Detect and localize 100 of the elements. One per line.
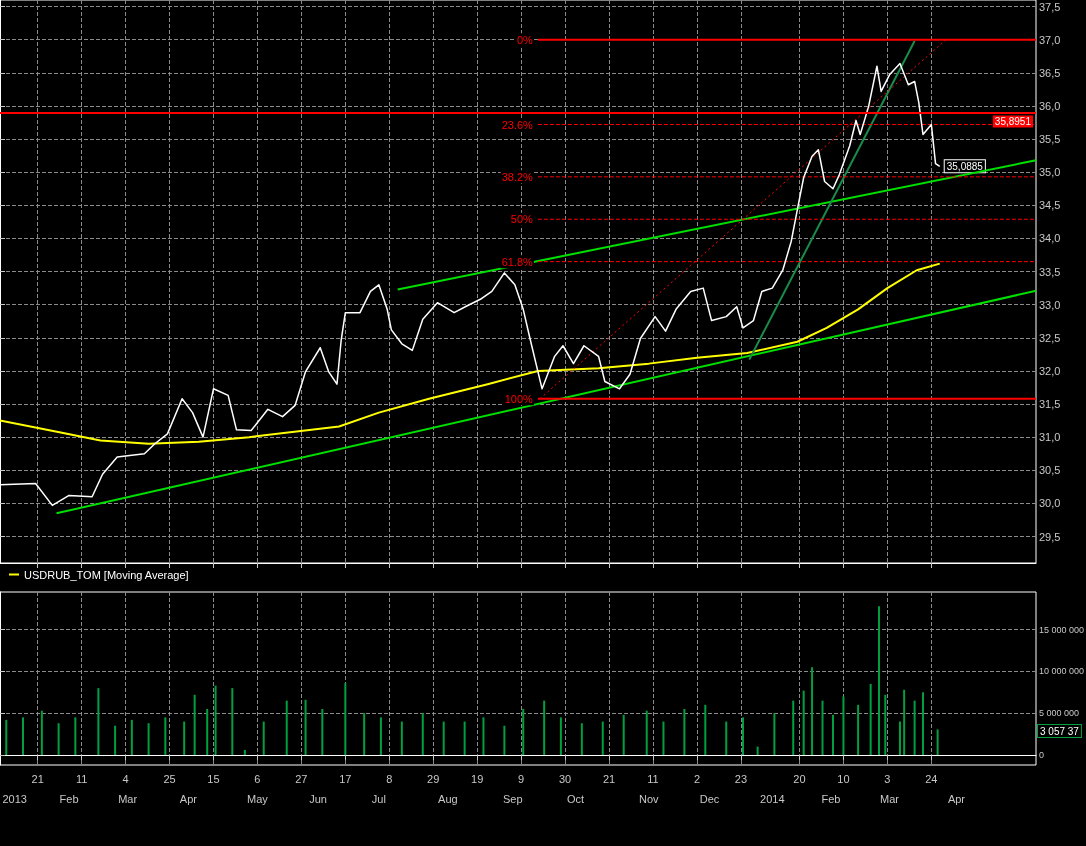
x-tick-label: 30 (558, 772, 572, 785)
x-tick-label: 11 (75, 772, 88, 785)
y-tick-label: 34,5 (1039, 199, 1061, 212)
y-tick-label: 32,0 (1039, 364, 1061, 377)
bar (214, 685, 217, 755)
y-tick-label: 0 (1039, 749, 1045, 760)
x-tick-label: 15 (207, 772, 220, 785)
bar (683, 709, 686, 755)
bar (40, 710, 43, 755)
y-tick-label: 33,0 (1039, 298, 1061, 311)
bar (503, 725, 506, 755)
x2-tick-label: Nov (639, 792, 660, 805)
y-tick-label: 31,5 (1039, 398, 1061, 411)
bar (913, 700, 916, 755)
x2-tick-label: Mar (880, 792, 900, 805)
y-tick-label: 33,5 (1039, 265, 1061, 278)
y-tick-label: 37,5 (1039, 0, 1061, 13)
x-tick-label: 21 (31, 772, 44, 785)
bar (379, 717, 382, 755)
y-tick-label: 32,5 (1039, 331, 1061, 344)
bar (921, 692, 924, 755)
x-tick-label: 27 (295, 772, 308, 785)
x2-tick-label: Feb (59, 792, 79, 805)
x-tick-label: 2 (693, 772, 701, 785)
bar (662, 721, 665, 755)
x2-tick-label: Mar (118, 792, 138, 805)
annotation: 100% (504, 392, 534, 405)
bar (321, 709, 324, 755)
bar (363, 713, 366, 755)
y-tick-label: 30,5 (1039, 464, 1061, 477)
x-tick-label: 19 (471, 772, 484, 785)
bar (130, 719, 133, 755)
bar (903, 689, 906, 755)
bar (442, 721, 445, 755)
y-tick-label: 37,0 (1039, 33, 1061, 46)
x-tick-label: 23 (734, 772, 748, 785)
x2-tick-label: 2013 (2, 792, 27, 805)
bar (421, 713, 424, 755)
bar (857, 704, 860, 755)
x-tick-label: 6 (254, 772, 261, 785)
bar (344, 683, 347, 755)
bar (842, 696, 845, 755)
x-tick-label: 25 (163, 772, 176, 785)
bar (5, 719, 8, 755)
bar (831, 714, 834, 755)
bar (622, 714, 625, 755)
annotation: 50% (510, 213, 534, 226)
bar (580, 723, 583, 755)
bar (559, 717, 562, 755)
annotation: 0% (516, 33, 534, 46)
bar (725, 721, 728, 755)
bar (821, 700, 824, 755)
bar (206, 709, 209, 755)
x2-tick-label: Feb (821, 792, 841, 805)
x-tick-label: 9 (518, 772, 525, 785)
x2-tick-label: Dec (699, 792, 720, 805)
x-tick-label: 3 (884, 772, 891, 785)
x2-tick-label: Oct (566, 792, 585, 805)
bar (811, 667, 814, 755)
text: 3 057 37 (1040, 725, 1080, 737)
bar (243, 749, 246, 755)
bar (285, 700, 288, 755)
bar (773, 713, 776, 755)
bar (869, 683, 872, 755)
x2-tick-label: Apr (947, 792, 966, 805)
bar (704, 704, 707, 755)
bar (114, 725, 117, 755)
annotation: 61.8% (501, 255, 534, 268)
bar (183, 721, 186, 755)
x-tick-label: 24 (925, 772, 938, 785)
x-tick-label: 17 (339, 772, 352, 785)
bar (164, 717, 167, 755)
bar (884, 694, 887, 755)
bar (97, 688, 100, 755)
y-tick-label: 34,0 (1039, 232, 1061, 245)
x-tick-label: 29 (427, 772, 440, 785)
x-tick-label: 10 (837, 772, 850, 785)
y-tick-label: 36,5 (1039, 66, 1061, 79)
y-tick-label: 15 000 000 (1039, 624, 1085, 635)
bar (193, 694, 196, 755)
bar (802, 690, 805, 755)
y-tick-label: 31,0 (1039, 431, 1061, 444)
data-label: 35,0885 (946, 160, 984, 172)
bar (400, 721, 403, 755)
bar (57, 723, 60, 755)
y-tick-label: 36,0 (1039, 99, 1061, 112)
bar (304, 699, 307, 755)
bar (463, 721, 466, 755)
bar (482, 717, 485, 755)
ref-line-label: 35,8951 (994, 116, 1032, 128)
y-tick-label: 10 000 000 (1039, 666, 1085, 677)
bar (522, 709, 525, 755)
annotation: 23.6% (501, 118, 534, 131)
bar (936, 729, 939, 755)
bar (601, 721, 604, 755)
x2-tick-label: Apr (179, 792, 198, 805)
y-tick-label: 30,0 (1039, 497, 1061, 510)
bar (792, 700, 795, 755)
bar (262, 721, 265, 755)
bar (543, 700, 546, 755)
